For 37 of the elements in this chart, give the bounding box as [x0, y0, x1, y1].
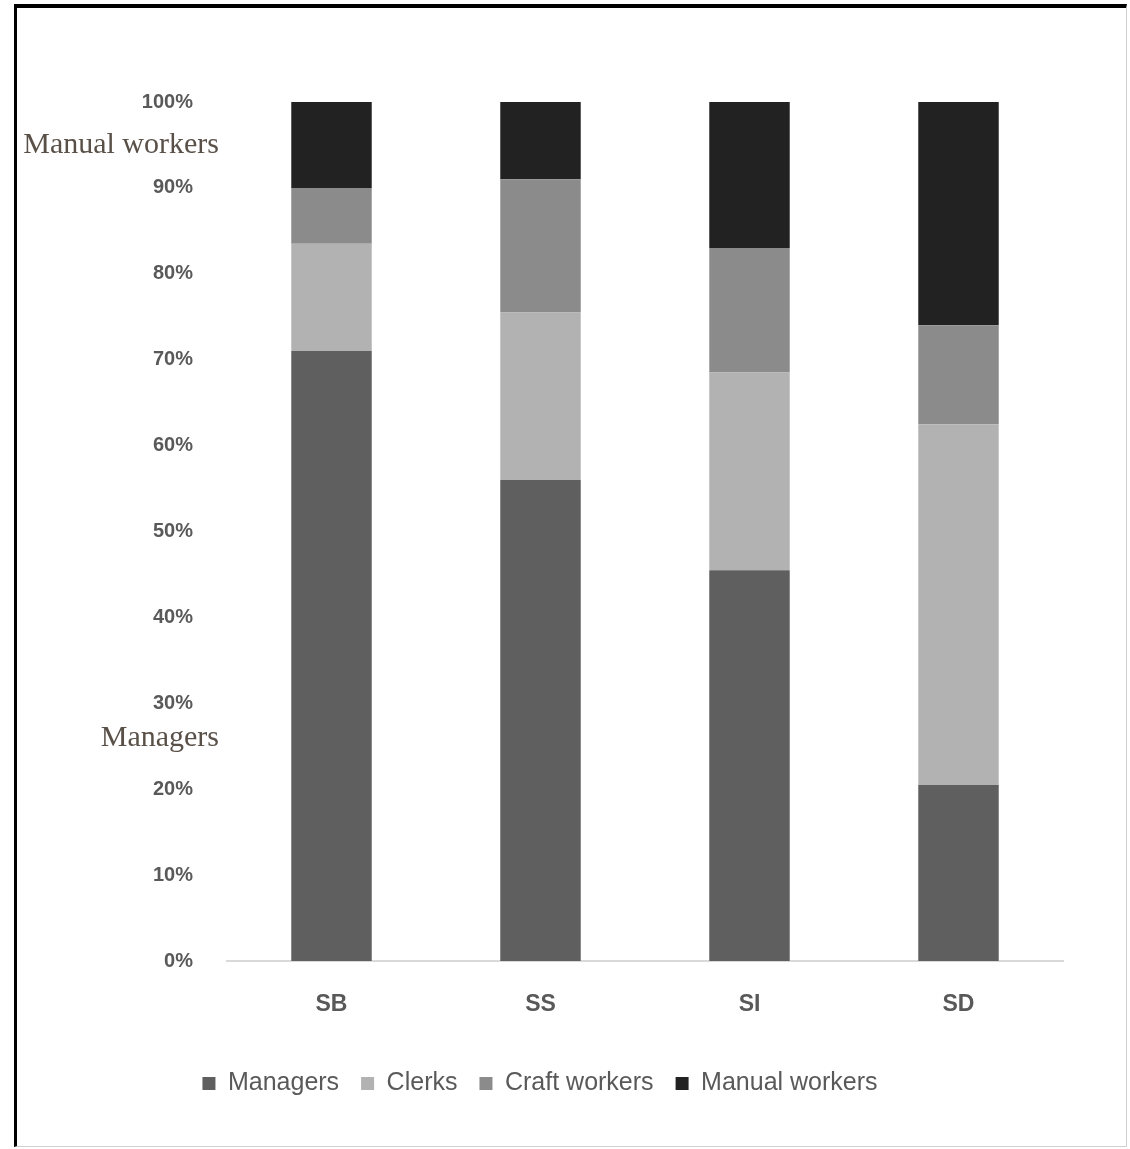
- bar: [500, 102, 581, 180]
- bar: [291, 187, 372, 244]
- y-tick-label: 0%: [164, 948, 194, 971]
- bar: [709, 248, 790, 373]
- y-tick-label: 100%: [141, 89, 194, 112]
- legend-label: Managers: [227, 1067, 340, 1096]
- y-tick-label: 70%: [152, 347, 194, 370]
- text: Manual workers: [23, 125, 219, 159]
- y-tick-label: 90%: [152, 175, 194, 198]
- y-tick-label: 60%: [152, 433, 194, 456]
- x-tick-label: SI: [738, 990, 761, 1017]
- bar: [500, 179, 581, 313]
- bar: [291, 243, 372, 352]
- y-tick-label: 50%: [152, 519, 194, 542]
- legend-label: Craft workers: [504, 1067, 654, 1096]
- y-tick-label: 10%: [152, 862, 194, 885]
- bar: [500, 479, 581, 961]
- bar: [918, 424, 999, 785]
- bar: [709, 570, 790, 961]
- bar: [291, 102, 372, 188]
- bar: [500, 312, 581, 480]
- y-tick-label: 30%: [152, 690, 194, 713]
- legend-label: Manual workers: [701, 1067, 878, 1096]
- bar: [709, 102, 790, 249]
- bar: [709, 372, 790, 571]
- y-tick-label: 80%: [152, 261, 194, 284]
- x-tick-label: SD: [942, 990, 975, 1017]
- bar: [918, 784, 999, 961]
- x-tick-label: SB: [315, 990, 348, 1017]
- text: Managers: [100, 718, 219, 752]
- bar: [918, 325, 999, 425]
- y-tick-label: 20%: [152, 776, 194, 799]
- bar: [918, 102, 999, 326]
- bar: [291, 351, 372, 961]
- y-tick-label: 40%: [152, 604, 194, 627]
- legend-label: Clerks: [386, 1067, 458, 1096]
- x-tick-label: SS: [525, 990, 556, 1017]
